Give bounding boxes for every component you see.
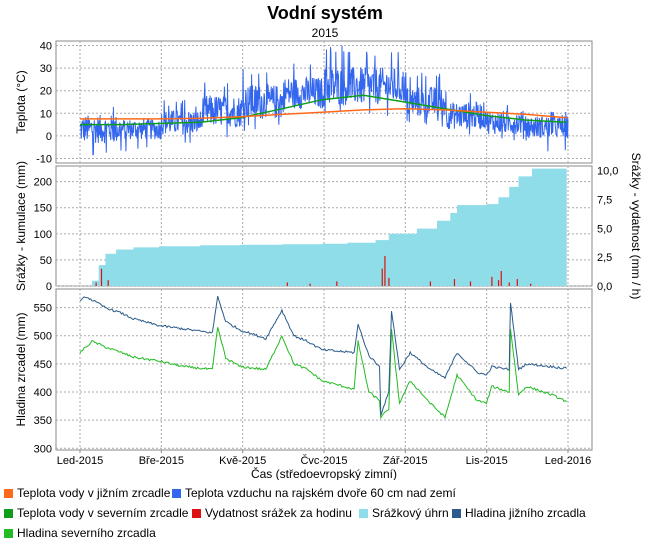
precipitation-intensity-bar [95,282,97,286]
x-tick-label: Kvě-2015 [219,455,266,467]
legend-item: Teplota vody v severním zrcadle [4,506,188,520]
legend-swatch [4,509,13,518]
y-tick-label: 350 [34,415,52,427]
x-tick-label: Led-2015 [57,455,104,467]
legend-label: Srážkový úhrn [372,506,449,520]
precipitation-intensity-bar [453,279,456,286]
x-tick-label: Lis-2015 [466,455,508,467]
precipitation-intensity-bar [469,281,472,286]
legend-swatch [192,509,201,518]
x-tick-label: Led-2016 [545,455,592,467]
plot-area [79,295,568,420]
legend-label: Teplota vody v jižním zrcadle [17,486,171,500]
y-right-tick-label: 10,0 [597,166,618,178]
precipitation-intensity-bar [508,282,510,286]
y-tick-label: 50 [40,255,52,267]
legend-label: Vydatnost srážek za hodinu [205,506,352,520]
y-tick-label: 20 [40,86,52,98]
legend-label: Teplota vzduchu na rajském dvoře 60 cm n… [185,486,456,500]
y-tick-label: 150 [34,203,52,215]
precipitation-intensity-bar [381,268,383,286]
x-axis-label: Čas (středoevropský zimní) [251,466,397,480]
plot-area [80,168,567,286]
precipitation-intensity-bar [309,283,311,286]
chart-subtitle: 2015 [311,26,339,40]
y-right-tick-label: 2,5 [597,252,612,264]
precipitation-intensity-bar [388,277,390,286]
x-tick-label: Bře-2015 [139,455,184,467]
panel-precipitation: 200 150 100 50 0 Srážky - kumulace (mm) 10,0 7,… [14,153,643,300]
x-tick-label: Čvc-2015 [300,454,347,467]
y-tick-label: 10 [40,108,52,120]
precipitation-intensity-bar [497,280,500,286]
series-south-water-temperature [80,108,567,120]
y-tick-label: 450 [34,359,52,371]
legend-item: Hladina jižního zrcadla [452,506,586,520]
y-right-tick-label: 5,0 [597,223,612,235]
y-axis-label: Teplota (°C) [14,70,28,134]
plot-area [79,45,569,156]
y-tick-label: -10 [36,153,52,165]
series-air-temperature [79,45,569,156]
legend-swatch [172,489,181,498]
precipitation-intensity-bar [429,281,431,286]
y-tick-label: 0 [46,281,52,293]
y-axis-label: Srážky - kumulace (mm) [14,161,28,291]
legend-item: Teplota vody v jižním zrcadle [4,486,170,500]
y-right-tick-label: 0,0 [597,281,612,293]
y-axis-label: Hladina zrcadel (mm) [14,312,28,426]
legend-swatch [4,489,13,498]
y-tick-label: 400 [34,387,52,399]
y-right-tick-label: 7,5 [597,194,612,206]
legend-swatch [4,529,13,538]
y-tick-label: 0 [46,131,52,143]
series-north-water-level [79,327,567,420]
precipitation-intensity-bar [530,283,532,286]
y-tick-label: 300 [34,443,52,455]
y-tick-label: 40 [40,41,52,53]
legend-swatch [359,509,368,518]
y-tick-label: 100 [34,229,52,241]
y-tick-label: 550 [34,303,52,315]
precipitation-intensity-bar [100,268,103,286]
y-tick-label: 500 [34,331,52,343]
precipitation-intensity-bar [107,280,109,286]
legend-label: Hladina severního zrcadla [17,526,156,540]
legend-item: Hladina severního zrcadla [4,526,156,540]
panel-temperature: 40 30 20 10 0 -10 Teplota (°C) [14,40,593,165]
legend-label: Teplota vody v severním zrcadle [17,506,189,520]
series-precipitation-total [80,168,567,286]
legend-item: Teplota vzduchu na rajském dvoře 60 cm n… [172,486,456,500]
legend-swatch [452,509,461,518]
precipitation-intensity-bar [516,279,518,286]
legend-item: Vydatnost srážek za hodinu [192,506,352,520]
x-tick-label: Zář-2015 [383,455,428,467]
y-right-axis-label: Srážky - vydatnost (mm / h) [629,153,643,300]
chart-title: Vodní systém [267,3,383,23]
precipitation-intensity-bar [491,276,493,286]
precipitation-intensity-bar [384,256,386,286]
precipitation-intensity-bar [500,271,502,286]
panel-water-level: 550 500 450 400 350 300 Hladina zrcadel (mm) Le… [14,288,593,480]
series-north-water-temperature [80,94,567,126]
y-tick-label: 30 [40,63,52,75]
precipitation-intensity-bar [336,281,338,286]
legend-item: Srážkový úhrn [359,506,449,520]
series-south-water-level [79,295,568,416]
y-tick-label: 200 [34,177,52,189]
precipitation-intensity-bar [286,282,288,286]
legend-label: Hladina jižního zrcadla [465,506,586,520]
